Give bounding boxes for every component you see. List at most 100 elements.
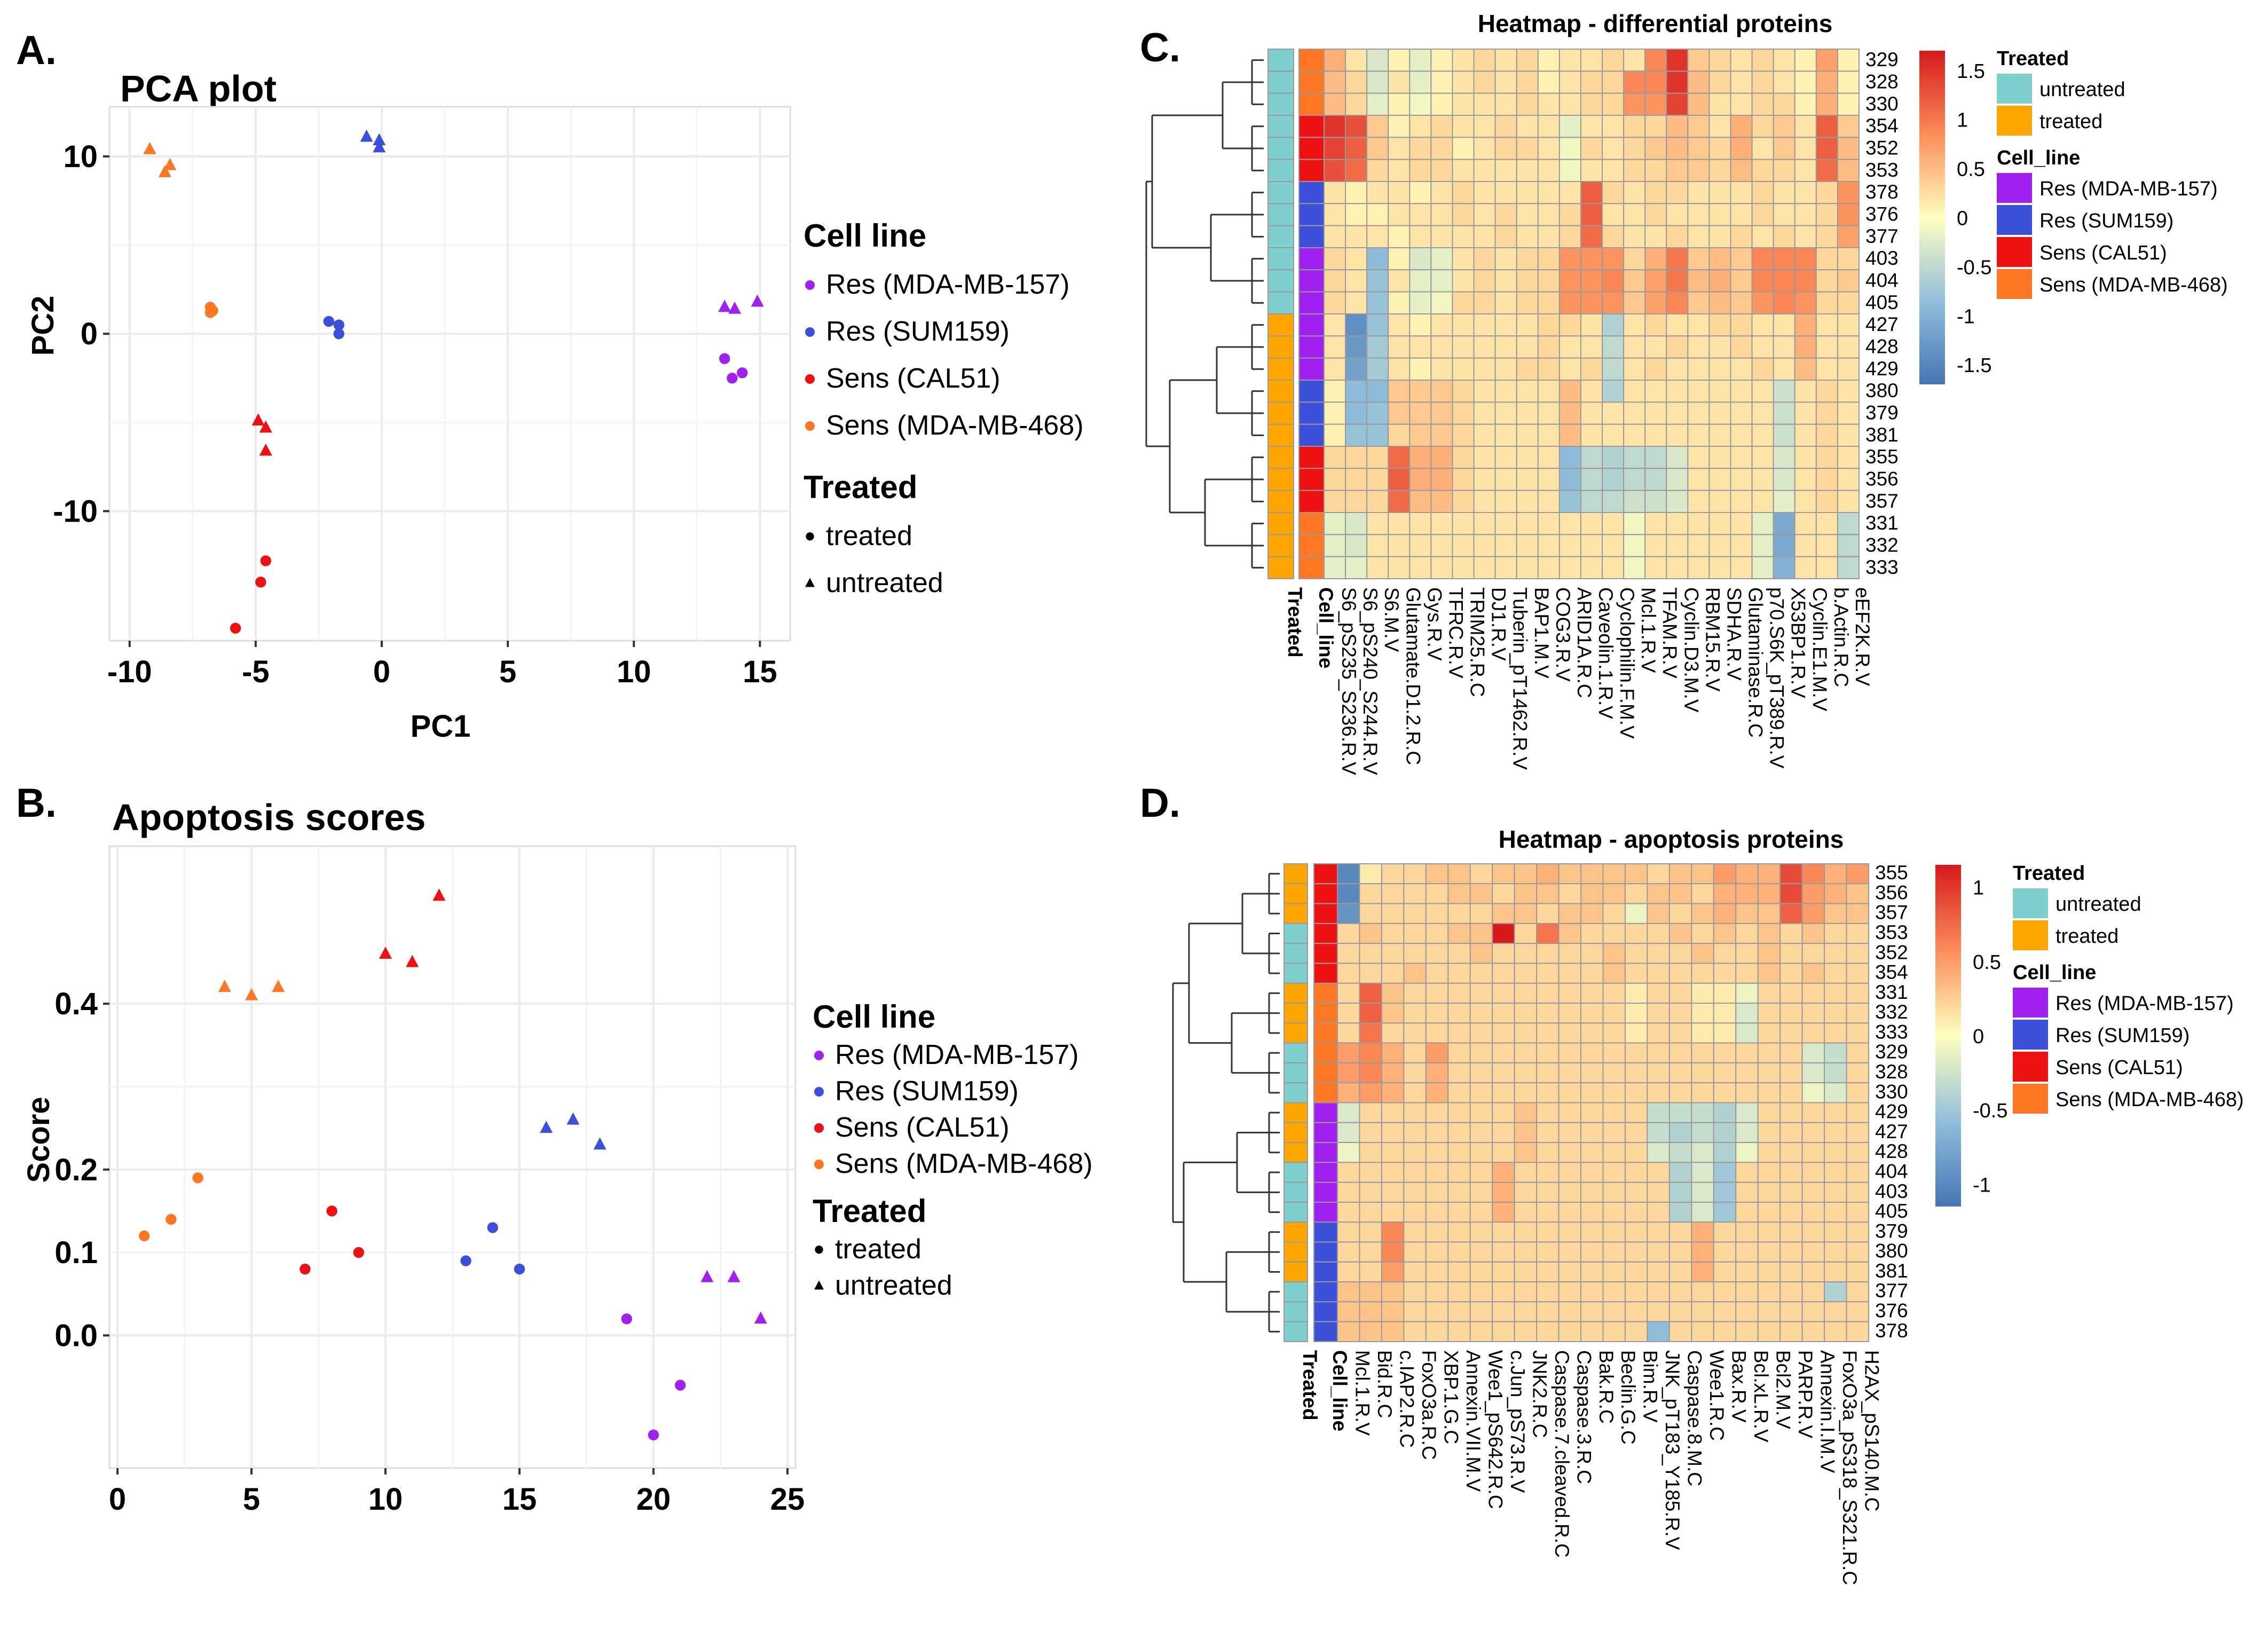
heatmap-cell <box>1403 1162 1427 1183</box>
heatmap-cell <box>1751 490 1774 514</box>
heatmap-cell <box>1602 269 1625 293</box>
legend-key <box>805 421 815 431</box>
heatmap-cell <box>1403 982 1427 1004</box>
heatmap-cell <box>1492 1201 1515 1223</box>
heatmap-cell <box>1757 863 1781 885</box>
heatmap-cell <box>1473 70 1496 94</box>
heatmap-cell <box>1602 1261 1626 1283</box>
heatmap-cell <box>1846 883 1870 904</box>
heatmap-cell <box>1430 181 1453 204</box>
heatmap-cell <box>1580 247 1603 271</box>
heatmap-cell <box>1345 159 1368 182</box>
heatmap-cell <box>1691 1241 1714 1263</box>
heatmap-cell <box>1337 982 1360 1004</box>
column-label: TFRC.R.V <box>1445 587 1467 679</box>
heatmap-cell <box>1337 883 1360 904</box>
heatmap-cell <box>1345 401 1368 425</box>
heatmap-cell <box>1666 159 1689 182</box>
column-label: DJ1.R.V <box>1488 587 1510 661</box>
annotation-cell-line-cell <box>1313 943 1338 964</box>
heatmap-cell <box>1430 291 1453 315</box>
heatmap-cell <box>1452 92 1475 116</box>
heatmap-cell <box>1668 1003 1692 1024</box>
heatmap-cell <box>1623 534 1646 557</box>
heatmap-cell <box>1492 1062 1515 1084</box>
legend-key <box>805 374 815 384</box>
annotation-cell-line-cell <box>1298 92 1325 116</box>
heatmap-cell <box>1794 446 1817 469</box>
x-tick-label: 15 <box>743 655 777 689</box>
heatmap-cell <box>1666 203 1689 226</box>
heatmap-cell <box>1494 335 1517 359</box>
heatmap-cell <box>1324 357 1346 381</box>
heatmap-cell <box>1536 1221 1560 1243</box>
data-point <box>259 420 272 433</box>
heatmap-cell <box>1668 1082 1692 1103</box>
heatmap-cell <box>1492 1321 1515 1342</box>
heatmap-cell <box>1536 1162 1560 1183</box>
annotation-axis-label: Cell_line <box>1315 587 1337 668</box>
heatmap-cell <box>1644 534 1667 557</box>
heatmap-cell <box>1430 137 1453 160</box>
color-scale-label: -1 <box>1973 1174 1991 1196</box>
data-point <box>158 165 171 177</box>
heatmap-cell <box>1452 115 1475 138</box>
heatmap-cell <box>1801 1281 1825 1303</box>
column-label: FoxO3a.R.C <box>1418 1350 1440 1460</box>
data-point <box>432 888 446 901</box>
heatmap-cell <box>1337 1301 1360 1322</box>
heatmap-cell <box>1558 335 1581 359</box>
heatmap-cell <box>1644 92 1667 116</box>
heatmap-cell <box>1647 883 1670 904</box>
heatmap-cell <box>1452 269 1475 293</box>
legend-swatch <box>2013 1084 2048 1114</box>
heatmap-cell <box>1751 512 1774 535</box>
heatmap-cell <box>1644 203 1667 226</box>
heatmap-cell <box>1430 335 1453 359</box>
heatmap-cell <box>1359 1281 1382 1303</box>
heatmap-cell <box>1757 883 1781 904</box>
y-tick-label: 0.2 <box>54 1153 98 1187</box>
heatmap-cell <box>1558 468 1581 491</box>
heatmap-cell <box>1337 1142 1360 1163</box>
heatmap-cell <box>1447 982 1471 1004</box>
heatmap-cell <box>1403 943 1427 964</box>
heatmap-cell <box>1735 1122 1759 1144</box>
heatmap-cell <box>1691 982 1714 1004</box>
heatmap-cell <box>1687 92 1710 116</box>
heatmap-cell <box>1837 313 1860 337</box>
heatmap-cell <box>1691 1321 1714 1342</box>
heatmap-cell <box>1536 1261 1560 1283</box>
heatmap-cell <box>1558 1201 1582 1223</box>
annotation-treated-cell <box>1267 534 1294 557</box>
heatmap-cell <box>1751 92 1774 116</box>
heatmap-cell <box>1447 1261 1471 1283</box>
x-tick-label: 5 <box>499 655 516 689</box>
column-label: Glutamate.D1.2.R.C <box>1402 587 1424 765</box>
heatmap-cell <box>1580 512 1603 535</box>
heatmap-cell <box>1388 512 1411 535</box>
heatmap-cell <box>1624 1241 1648 1263</box>
heatmap-cell <box>1691 1261 1714 1283</box>
heatmap-cell <box>1757 1142 1781 1163</box>
heatmap-cell <box>1708 291 1731 315</box>
heatmap-cell <box>1730 181 1753 204</box>
heatmap-cell <box>1366 357 1389 381</box>
heatmap-cell <box>1337 863 1360 885</box>
heatmap-cell <box>1345 92 1368 116</box>
heatmap-cell <box>1359 1221 1382 1243</box>
heatmap-cell <box>1602 556 1625 579</box>
heatmap-cell <box>1751 203 1774 226</box>
heatmap-cell <box>1558 1022 1582 1044</box>
heatmap-cell <box>1691 943 1714 964</box>
heatmap-cell <box>1345 70 1368 94</box>
heatmap-cell <box>1602 923 1626 944</box>
legend-key <box>805 327 815 337</box>
heatmap-cell <box>1494 313 1517 337</box>
heatmap-cell <box>1773 137 1796 160</box>
heatmap-cell <box>1730 92 1753 116</box>
heatmap-cell <box>1469 1142 1493 1163</box>
heatmap-cell <box>1324 490 1346 514</box>
heatmap-cell <box>1757 1003 1781 1024</box>
data-point <box>255 577 266 588</box>
